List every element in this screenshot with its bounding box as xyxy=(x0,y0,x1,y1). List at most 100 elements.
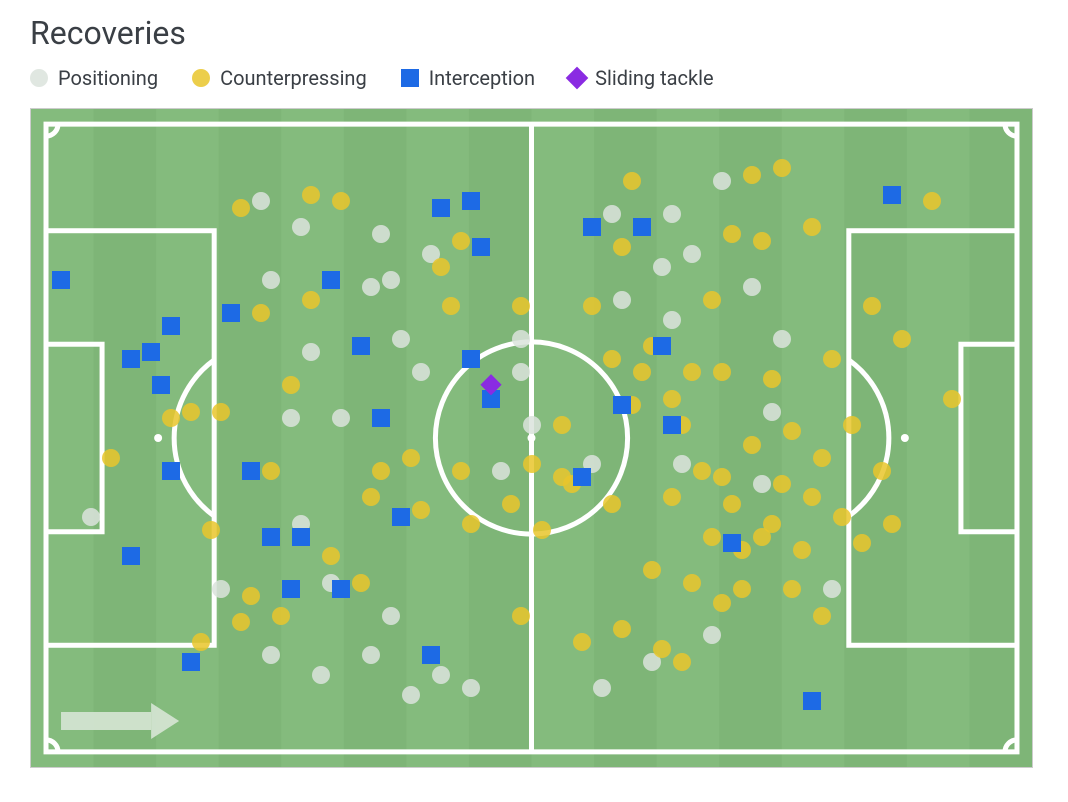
positioning-marker xyxy=(663,205,681,223)
counterpressing-marker xyxy=(703,291,721,309)
counterpressing-marker xyxy=(162,409,180,427)
legend: Positioning Counterpressing Interception… xyxy=(30,66,1038,90)
counterpressing-marker xyxy=(703,528,721,546)
positioning-marker xyxy=(743,278,761,296)
interception-marker xyxy=(322,271,340,289)
counterpressing-marker xyxy=(182,403,200,421)
counterpressing-marker xyxy=(302,186,320,204)
positioning-marker xyxy=(282,409,300,427)
counterpressing-marker xyxy=(462,515,480,533)
positioning-marker xyxy=(372,225,390,243)
positioning-marker xyxy=(523,416,541,434)
counterpressing-marker xyxy=(372,462,390,480)
counterpressing-marker xyxy=(783,580,801,598)
positioning-marker xyxy=(332,409,350,427)
interception-marker xyxy=(613,396,631,414)
counterpressing-marker xyxy=(743,436,761,454)
interception-marker xyxy=(372,409,390,427)
interception-marker xyxy=(462,350,480,368)
counterpressing-marker xyxy=(763,370,781,388)
interception-marker xyxy=(222,304,240,322)
interception-marker xyxy=(422,646,440,664)
counterpressing-marker xyxy=(102,449,120,467)
interception-marker xyxy=(122,350,140,368)
counterpressing-marker xyxy=(843,416,861,434)
legend-item-positioning: Positioning xyxy=(30,66,158,90)
interception-marker xyxy=(182,653,200,671)
counterpressing-marker xyxy=(813,607,831,625)
interception-marker xyxy=(292,528,310,546)
positioning-marker xyxy=(663,311,681,329)
counterpressing-marker xyxy=(713,594,731,612)
counterpressing-marker xyxy=(663,488,681,506)
positioning-marker xyxy=(753,475,771,493)
positioning-marker xyxy=(462,679,480,697)
interception-marker xyxy=(723,534,741,552)
chart-title: Recoveries xyxy=(30,14,1038,52)
interception-marker xyxy=(472,238,490,256)
positioning-marker xyxy=(262,271,280,289)
positioning-marker xyxy=(603,205,621,223)
interception-marker xyxy=(663,416,681,434)
positioning-marker xyxy=(262,646,280,664)
counterpressing-marker xyxy=(583,297,601,315)
legend-item-interception: Interception xyxy=(401,66,535,90)
positioning-marker xyxy=(302,343,320,361)
legend-label: Positioning xyxy=(58,66,158,90)
counterpressing-marker xyxy=(603,495,621,513)
interception-marker xyxy=(332,580,350,598)
positioning-marker xyxy=(412,363,430,381)
counterpressing-marker xyxy=(653,640,671,658)
counterpressing-marker xyxy=(523,455,541,473)
counterpressing-marker xyxy=(743,166,761,184)
counterpressing-marker xyxy=(663,390,681,408)
interception-marker xyxy=(653,337,671,355)
counterpressing-marker xyxy=(683,574,701,592)
counterpressing-marker xyxy=(893,330,911,348)
interception-marker xyxy=(633,218,651,236)
pitch-container xyxy=(30,108,1033,768)
interception-marker xyxy=(152,376,170,394)
counterpressing-marker xyxy=(623,172,641,190)
positioning-marker xyxy=(823,580,841,598)
legend-label: Counterpressing xyxy=(220,66,367,90)
counterpressing-marker xyxy=(603,350,621,368)
counterpressing-marker xyxy=(763,515,781,533)
counterpressing-marker xyxy=(402,449,420,467)
counterpressing-marker xyxy=(613,620,631,638)
counterpressing-marker xyxy=(943,390,961,408)
positioning-icon xyxy=(30,69,48,87)
positioning-marker xyxy=(312,666,330,684)
counterpressing-marker xyxy=(362,488,380,506)
interception-marker xyxy=(262,528,280,546)
counterpressing-marker xyxy=(683,363,701,381)
positioning-marker xyxy=(402,686,420,704)
positioning-marker xyxy=(362,278,380,296)
counterpressing-marker xyxy=(833,508,851,526)
counterpressing-marker xyxy=(302,291,320,309)
interception-marker xyxy=(162,317,180,335)
counterpressing-marker xyxy=(252,304,270,322)
counterpressing-marker xyxy=(793,541,811,559)
counterpressing-marker xyxy=(452,232,470,250)
counterpressing-marker xyxy=(553,416,571,434)
counterpressing-marker xyxy=(923,192,941,210)
counterpressing-marker xyxy=(783,422,801,440)
positioning-marker xyxy=(653,258,671,276)
interception-marker xyxy=(142,343,160,361)
positioning-marker xyxy=(512,330,530,348)
counterpressing-marker xyxy=(693,462,711,480)
counterpressing-marker xyxy=(883,515,901,533)
counterpressing-marker xyxy=(803,218,821,236)
positioning-marker xyxy=(252,192,270,210)
positioning-marker xyxy=(613,291,631,309)
interception-marker xyxy=(162,462,180,480)
counterpressing-marker xyxy=(773,475,791,493)
positioning-marker xyxy=(382,271,400,289)
interception-icon xyxy=(401,69,419,87)
counterpressing-marker xyxy=(633,363,651,381)
counterpressing-marker xyxy=(533,521,551,539)
counterpressing-marker xyxy=(502,495,520,513)
counterpressing-marker xyxy=(713,468,731,486)
counterpressing-marker xyxy=(823,350,841,368)
